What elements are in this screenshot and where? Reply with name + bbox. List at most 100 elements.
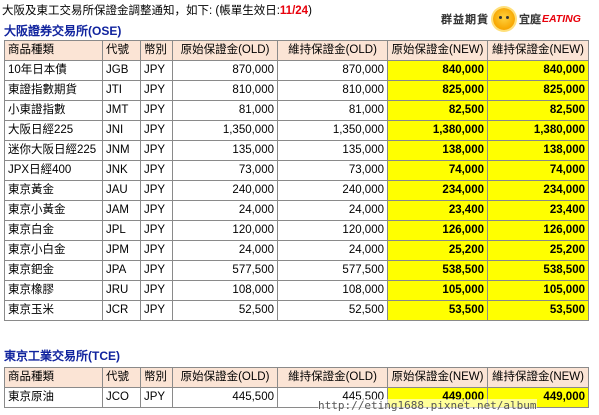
cell-initial-old: 1,350,000 <box>172 120 278 141</box>
cell-maint-old: 24,000 <box>277 200 388 221</box>
broker-logo: 群益期貨 宜庭 EATING <box>441 6 593 32</box>
cell-product: 東京白金 <box>4 220 103 241</box>
cell-product: 東京小黃金 <box>4 200 103 221</box>
cell-initial-new: 138,000 <box>387 140 488 161</box>
cell-initial-old: 445,500 <box>172 387 278 408</box>
column-header-initial-old: 原始保證金(OLD) <box>172 367 278 388</box>
cell-initial-new: 126,000 <box>387 220 488 241</box>
cell-code: JNM <box>102 140 141 161</box>
cell-currency: JPY <box>140 200 173 221</box>
table-row: 小東證指數 JMT JPY 81,000 81,000 82,500 82,500 <box>4 100 589 121</box>
cell-product: 小東證指數 <box>4 100 103 121</box>
cell-product: 東京橡膠 <box>4 280 103 301</box>
table-row: 東京鈀金 JPA JPY 577,500 577,500 538,500 538,500 <box>4 260 589 281</box>
column-header-initial-new: 原始保證金(NEW) <box>387 40 488 61</box>
table-row: 東證指數期貨 JTI JPY 810,000 810,000 825,000 825,000 <box>4 80 589 101</box>
logo-left-text: 群益期貨 <box>441 14 489 26</box>
cell-product: 迷你大阪日經225 <box>4 140 103 161</box>
table-row: 東京小黃金 JAM JPY 24,000 24,000 23,400 23,400 <box>4 200 589 221</box>
cell-currency: JPY <box>140 120 173 141</box>
column-header-product: 商品種類 <box>4 367 103 388</box>
cell-initial-new: 74,000 <box>387 160 488 181</box>
cell-maint-new: 825,000 <box>487 80 589 101</box>
cell-maint-old: 577,500 <box>277 260 388 281</box>
cell-code: JNI <box>102 120 141 141</box>
cell-product: JPX日經400 <box>4 160 103 181</box>
cell-product: 東京玉米 <box>4 300 103 321</box>
cell-maint-new: 53,500 <box>487 300 589 321</box>
cell-initial-new: 825,000 <box>387 80 488 101</box>
cell-maint-old: 1,350,000 <box>277 120 388 141</box>
sun-face-icon <box>493 8 515 30</box>
table-row: 東京小白金 JPM JPY 24,000 24,000 25,200 25,200 <box>4 240 589 261</box>
cell-initial-new: 82,500 <box>387 100 488 121</box>
adjustment-notice: 大阪及東工交易所保證金調整通知，如下: (帳單生效日:11/24) <box>2 3 312 19</box>
column-header-initial-old: 原始保證金(OLD) <box>172 40 278 61</box>
ose-section-title: 大阪證券交易所(OSE) <box>4 24 122 38</box>
cell-initial-old: 24,000 <box>172 240 278 261</box>
cell-maint-old: 240,000 <box>277 180 388 201</box>
cell-code: JAM <box>102 200 141 221</box>
cell-maint-old: 81,000 <box>277 100 388 121</box>
cell-code: JGB <box>102 60 141 81</box>
cell-currency: JPY <box>140 180 173 201</box>
table-row: 東京橡膠 JRU JPY 108,000 108,000 105,000 105,000 <box>4 280 589 301</box>
cell-maint-old: 73,000 <box>277 160 388 181</box>
tce-section-title: 東京工業交易所(TCE) <box>4 349 120 363</box>
cell-product: 東證指數期貨 <box>4 80 103 101</box>
table-row: 迷你大阪日經225 JNM JPY 135,000 135,000 138,000 138,… <box>4 140 589 161</box>
cell-initial-old: 810,000 <box>172 80 278 101</box>
cell-currency: JPY <box>140 300 173 321</box>
cell-code: JRU <box>102 280 141 301</box>
cell-initial-old: 73,000 <box>172 160 278 181</box>
column-header-maint-new: 維持保證金(NEW) <box>487 40 589 61</box>
table-header-row: 商品種類 代號 幣別 原始保證金(OLD) 維持保證金(OLD) 原始保證金(NEW) 維持… <box>4 40 589 61</box>
cell-product: 東京鈀金 <box>4 260 103 281</box>
column-header-maint-old: 維持保證金(OLD) <box>277 40 388 61</box>
cell-currency: JPY <box>140 240 173 261</box>
cell-initial-old: 577,500 <box>172 260 278 281</box>
cell-maint-old: 24,000 <box>277 240 388 261</box>
cell-initial-new: 840,000 <box>387 60 488 81</box>
cell-maint-old: 870,000 <box>277 60 388 81</box>
cell-code: JPM <box>102 240 141 261</box>
cell-initial-new: 1,380,000 <box>387 120 488 141</box>
cell-maint-old: 135,000 <box>277 140 388 161</box>
table-header-row: 商品種類 代號 幣別 原始保證金(OLD) 維持保證金(OLD) 原始保證金(NEW) 維持… <box>4 367 589 388</box>
cell-maint-new: 105,000 <box>487 280 589 301</box>
cell-initial-old: 120,000 <box>172 220 278 241</box>
cell-maint-old: 108,000 <box>277 280 388 301</box>
cell-initial-old: 870,000 <box>172 60 278 81</box>
cell-maint-old: 810,000 <box>277 80 388 101</box>
column-header-maint-new: 維持保證金(NEW) <box>487 367 589 388</box>
cell-code: JTI <box>102 80 141 101</box>
table-row: JPX日經400 JNK JPY 73,000 73,000 74,000 74,000 <box>4 160 589 181</box>
cell-initial-new: 25,200 <box>387 240 488 261</box>
cell-maint-new: 234,000 <box>487 180 589 201</box>
column-header-code: 代號 <box>102 40 141 61</box>
cell-currency: JPY <box>140 280 173 301</box>
cell-currency: JPY <box>140 140 173 161</box>
cell-maint-old: 120,000 <box>277 220 388 241</box>
cell-initial-new: 53,500 <box>387 300 488 321</box>
ose-margin-table: 商品種類 代號 幣別 原始保證金(OLD) 維持保證金(OLD) 原始保證金(NEW) 維持… <box>4 40 589 321</box>
cell-code: JPL <box>102 220 141 241</box>
tce-margin-table: 商品種類 代號 幣別 原始保證金(OLD) 維持保證金(OLD) 原始保證金(NEW) 維持… <box>4 367 589 408</box>
cell-product: 東京原油 <box>4 387 103 408</box>
column-header-currency: 幣別 <box>140 40 173 61</box>
cell-initial-new: 538,500 <box>387 260 488 281</box>
table-row: 大阪日經225 JNI JPY 1,350,000 1,350,000 1,380,000… <box>4 120 589 141</box>
logo-right-text: 宜庭 <box>519 14 541 26</box>
cell-maint-new: 126,000 <box>487 220 589 241</box>
cell-maint-new: 138,000 <box>487 140 589 161</box>
cell-maint-new: 23,400 <box>487 200 589 221</box>
notice-text: 大阪及東工交易所保證金調整通知，如下: (帳單生效日: <box>2 5 280 17</box>
cell-maint-new: 538,500 <box>487 260 589 281</box>
cell-initial-new: 105,000 <box>387 280 488 301</box>
table-row: 東京黃金 JAU JPY 240,000 240,000 234,000 234,000 <box>4 180 589 201</box>
logo-english-text: EATING <box>542 13 581 25</box>
column-header-product: 商品種類 <box>4 40 103 61</box>
column-header-initial-new: 原始保證金(NEW) <box>387 367 488 388</box>
cell-currency: JPY <box>140 387 173 408</box>
cell-currency: JPY <box>140 260 173 281</box>
